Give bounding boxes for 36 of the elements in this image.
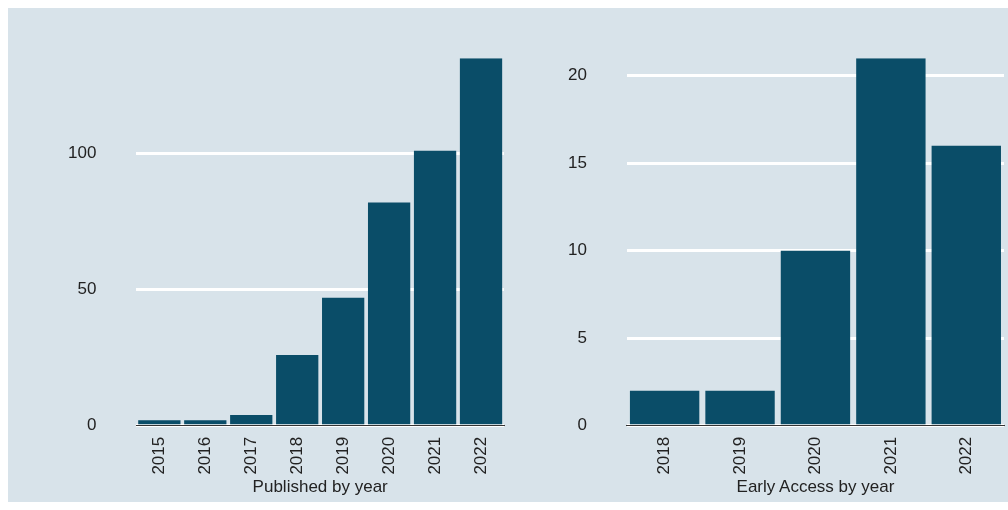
bar (931, 145, 1001, 425)
y-tick-label: 10 (567, 240, 587, 260)
y-tick-label: 0 (86, 415, 97, 435)
bar (276, 354, 319, 425)
bar (705, 390, 775, 425)
bar (629, 390, 700, 425)
x-axis-title: Published by year (252, 477, 389, 497)
x-tick-label: 2020 (805, 436, 825, 475)
x-tick-label: 2022 (470, 436, 490, 475)
y-tick-label: 100 (67, 143, 97, 163)
bar (856, 58, 926, 425)
y-tick-label: 50 (77, 279, 97, 299)
y-tick-label: 15 (567, 152, 587, 172)
x-tick-label: 2018 (286, 436, 306, 475)
bar (138, 420, 181, 425)
x-tick-label: 2018 (654, 436, 674, 475)
x-tick-label: 2019 (729, 436, 749, 475)
y-tick-label: 20 (567, 65, 587, 85)
bar (184, 420, 227, 425)
x-tick-label: 2016 (194, 436, 214, 475)
bar (322, 297, 365, 425)
x-tick-label: 2015 (149, 436, 169, 475)
y-tick-label: 5 (577, 327, 587, 347)
x-tick-label: 2022 (955, 436, 975, 475)
x-tick-label: 2020 (378, 436, 398, 475)
bar (367, 202, 411, 425)
bar (230, 414, 273, 425)
x-tick-label: 2019 (332, 436, 352, 475)
bar (780, 250, 851, 425)
bar (459, 58, 503, 425)
x-tick-label: 2017 (240, 436, 260, 475)
bar (413, 150, 457, 425)
x-tick-label: 2021 (880, 436, 900, 475)
x-tick-label: 2021 (424, 436, 444, 475)
y-tick-label: 0 (577, 415, 587, 435)
x-axis-title: Early Access by year (736, 477, 895, 497)
